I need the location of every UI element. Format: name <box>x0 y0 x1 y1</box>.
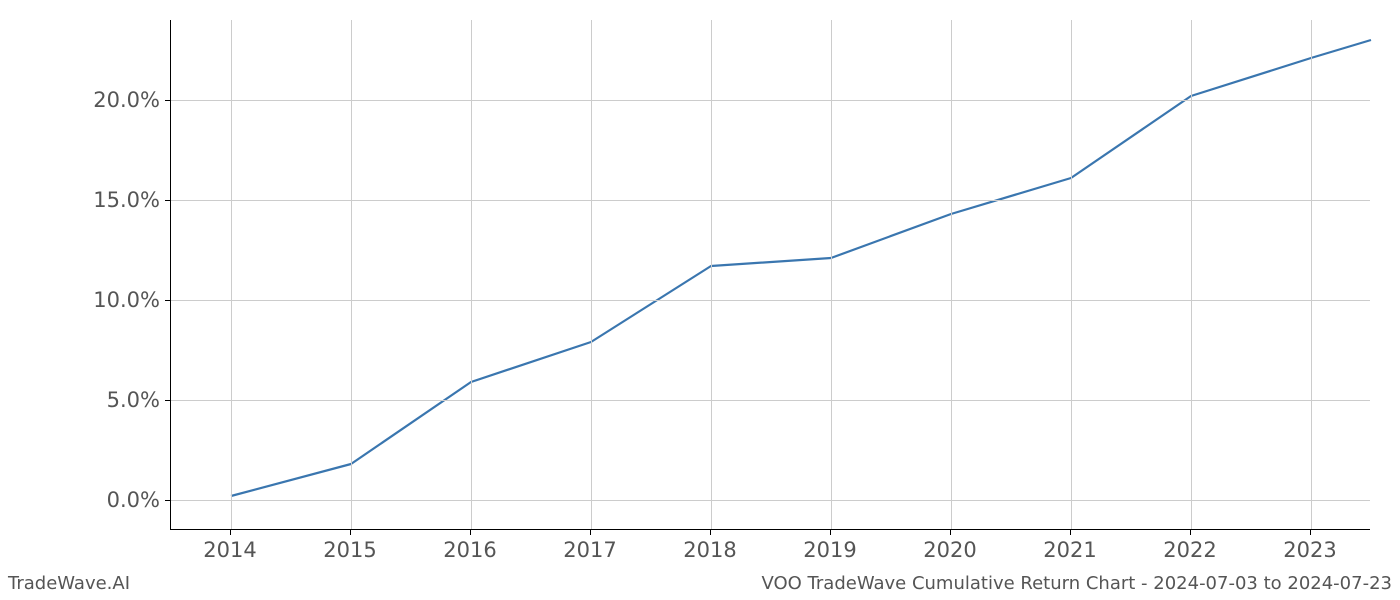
x-tick-mark <box>1310 530 1311 535</box>
x-tick-mark <box>230 530 231 535</box>
footer-left-label: TradeWave.AI <box>8 573 130 594</box>
x-tick-label: 2022 <box>1163 538 1216 562</box>
x-tick-mark <box>1190 530 1191 535</box>
y-tick-label: 0.0% <box>107 488 160 512</box>
grid-line-vertical <box>471 20 472 529</box>
y-tick-mark <box>165 500 170 501</box>
grid-line-vertical <box>591 20 592 529</box>
grid-line-vertical <box>1311 20 1312 529</box>
x-tick-mark <box>350 530 351 535</box>
x-tick-label: 2021 <box>1043 538 1096 562</box>
grid-line-horizontal <box>171 400 1370 401</box>
grid-line-vertical <box>1071 20 1072 529</box>
x-tick-label: 2020 <box>923 538 976 562</box>
return-line-series <box>231 40 1371 496</box>
x-tick-mark <box>950 530 951 535</box>
x-tick-label: 2017 <box>563 538 616 562</box>
grid-line-vertical <box>951 20 952 529</box>
x-tick-mark <box>1070 530 1071 535</box>
x-tick-label: 2016 <box>443 538 496 562</box>
y-tick-label: 20.0% <box>93 88 160 112</box>
y-tick-mark <box>165 200 170 201</box>
plot-area <box>170 20 1370 530</box>
x-tick-mark <box>830 530 831 535</box>
grid-line-horizontal <box>171 100 1370 101</box>
x-tick-label: 2014 <box>203 538 256 562</box>
grid-line-horizontal <box>171 500 1370 501</box>
grid-line-horizontal <box>171 200 1370 201</box>
x-tick-label: 2018 <box>683 538 736 562</box>
y-tick-label: 5.0% <box>107 388 160 412</box>
x-tick-mark <box>590 530 591 535</box>
footer-right-label: VOO TradeWave Cumulative Return Chart - … <box>761 573 1392 594</box>
y-tick-label: 15.0% <box>93 188 160 212</box>
x-tick-label: 2023 <box>1283 538 1336 562</box>
y-tick-label: 10.0% <box>93 288 160 312</box>
grid-line-horizontal <box>171 300 1370 301</box>
grid-line-vertical <box>231 20 232 529</box>
x-tick-mark <box>710 530 711 535</box>
y-tick-mark <box>165 400 170 401</box>
grid-line-vertical <box>711 20 712 529</box>
y-tick-mark <box>165 100 170 101</box>
y-tick-mark <box>165 300 170 301</box>
chart-container: TradeWave.AI VOO TradeWave Cumulative Re… <box>0 0 1400 600</box>
grid-line-vertical <box>351 20 352 529</box>
x-tick-mark <box>470 530 471 535</box>
x-tick-label: 2015 <box>323 538 376 562</box>
grid-line-vertical <box>1191 20 1192 529</box>
x-tick-label: 2019 <box>803 538 856 562</box>
grid-line-vertical <box>831 20 832 529</box>
